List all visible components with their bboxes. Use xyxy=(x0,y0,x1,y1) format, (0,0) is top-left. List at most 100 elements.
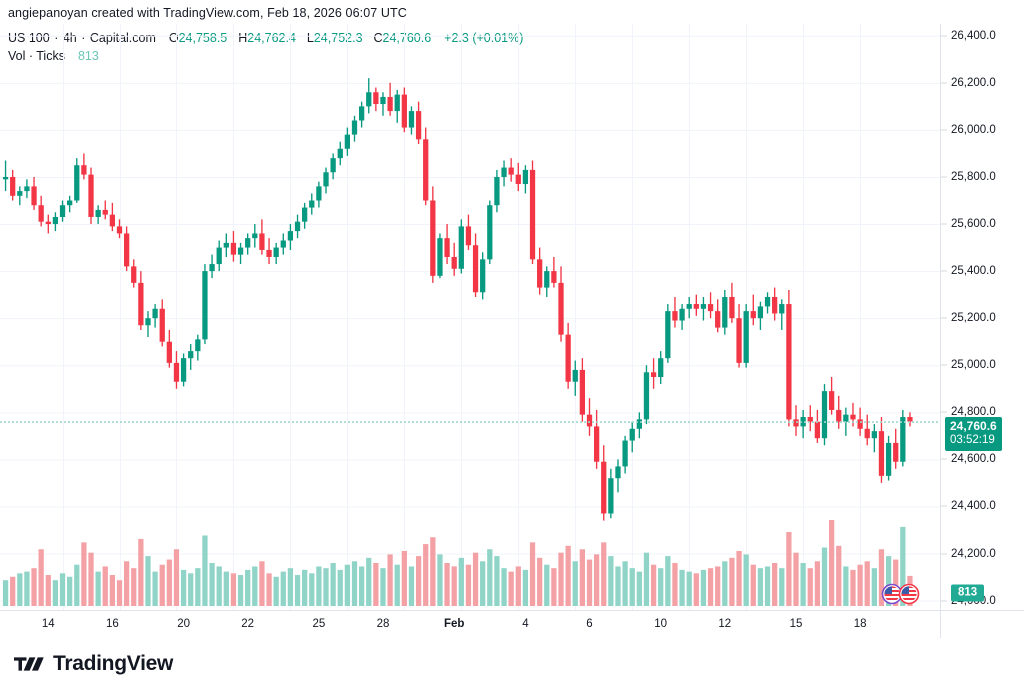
time-tick-label: 14 xyxy=(41,618,55,630)
price-tick-label: 26,200.0 xyxy=(951,76,996,89)
candle-body xyxy=(772,297,778,314)
volume-bar xyxy=(337,569,343,606)
candle-body xyxy=(715,311,721,328)
legend-close-label: C xyxy=(373,31,383,45)
volume-bar xyxy=(729,557,735,606)
volume-bar xyxy=(67,576,73,606)
volume-bar xyxy=(579,549,586,606)
volume-bar xyxy=(572,561,578,606)
candle-body xyxy=(202,271,208,340)
volume-bar xyxy=(415,556,422,606)
price-tick-label: 25,600.0 xyxy=(951,218,996,231)
candle-body xyxy=(266,249,272,257)
legend-volume-row: Vol · Ticks 813 xyxy=(8,48,523,65)
candle-body xyxy=(430,200,436,276)
legend-open-label: O xyxy=(168,31,179,45)
candle-body xyxy=(2,176,9,180)
time-tick-label: 4 xyxy=(522,618,529,630)
volume-bar xyxy=(209,563,215,606)
legend-open-value: 24,758.5 xyxy=(178,31,228,45)
candle-body xyxy=(252,233,258,239)
volume-bar xyxy=(52,580,59,606)
candle-body xyxy=(195,339,201,352)
price-tick-dash xyxy=(941,317,947,319)
volume-bar xyxy=(245,569,251,606)
candle-body xyxy=(757,306,764,319)
volume-bar xyxy=(216,566,222,606)
candle-body xyxy=(31,186,37,206)
candle-body xyxy=(380,96,386,105)
volume-bar xyxy=(394,564,400,606)
bar-countdown-timer: 03:52:19 xyxy=(950,434,995,447)
volume-bar xyxy=(686,571,692,606)
candle-body xyxy=(259,233,265,250)
chart-legend: US 100 · 4h · Capital.com O24,758.5 H24,… xyxy=(8,30,523,65)
volume-bar xyxy=(444,563,450,606)
candle-body xyxy=(893,442,899,462)
candle-body xyxy=(302,207,308,222)
candle-body xyxy=(344,134,351,149)
volume-bar xyxy=(59,573,66,606)
price-tick-label: 26,400.0 xyxy=(951,29,996,42)
volume-bar xyxy=(629,568,635,606)
volume-bar xyxy=(123,561,130,606)
candle-body xyxy=(608,478,614,514)
candle-body xyxy=(131,266,137,283)
candle-body xyxy=(188,351,194,359)
candle-body xyxy=(686,304,692,309)
candle-body xyxy=(878,431,885,476)
candle-body xyxy=(786,304,792,420)
candle-body xyxy=(273,247,279,257)
legend-volume-label[interactable]: Vol · Ticks xyxy=(8,49,65,63)
volume-value-badge[interactable]: 813 xyxy=(951,584,985,602)
legend-symbol[interactable]: US 100 xyxy=(8,31,50,45)
volume-bar xyxy=(259,561,265,606)
price-tick-dash xyxy=(941,129,947,131)
candle-body xyxy=(722,297,728,328)
current-price-badge[interactable]: 24,760.6 03:52:19 xyxy=(945,416,1002,451)
volume-bar xyxy=(358,566,365,606)
candle-body xyxy=(309,200,315,208)
candle-body xyxy=(885,442,892,476)
time-tick-label: 20 xyxy=(177,618,190,630)
candle-body xyxy=(665,311,671,359)
volume-bar xyxy=(230,573,237,606)
time-tick-label: 25 xyxy=(312,618,326,630)
candle-body xyxy=(166,341,172,363)
candle-body xyxy=(116,226,123,234)
candle-body xyxy=(615,466,621,479)
candle-body xyxy=(700,304,707,309)
candle-body xyxy=(245,238,251,248)
volume-bar xyxy=(672,563,678,606)
volume-bar xyxy=(850,569,856,606)
candle-body xyxy=(437,238,443,276)
time-scale[interactable]: 14 16 20 22 25 28 Feb 4 6 10 12 15 18 xyxy=(0,610,940,638)
price-tick-label: 24,200.0 xyxy=(951,547,996,560)
candle-body xyxy=(465,226,472,246)
candle-body xyxy=(145,318,151,326)
candle-body xyxy=(67,200,73,206)
candle-body xyxy=(81,165,87,175)
candle-body xyxy=(551,271,557,283)
economic-event-flag-icon xyxy=(898,583,920,605)
volume-bar xyxy=(302,569,308,606)
volume-bar xyxy=(323,568,329,606)
candle-body xyxy=(59,205,66,217)
legend-change-value: +2.3 (+0.01%) xyxy=(444,31,524,45)
legend-exchange[interactable]: Capital.com xyxy=(89,31,156,45)
legend-interval[interactable]: 4h xyxy=(62,31,77,45)
candle-body xyxy=(373,92,379,105)
candle-body xyxy=(223,242,229,248)
candle-body xyxy=(672,311,678,321)
price-scale[interactable]: 26,400.0 26,200.0 26,000.0 25,800.0 25,600.0… xyxy=(940,24,1024,610)
candle-body xyxy=(102,209,108,215)
chart-plot-area[interactable] xyxy=(0,24,940,610)
volume-bar xyxy=(131,568,137,606)
candle-body xyxy=(74,165,80,201)
volume-bar xyxy=(472,552,479,606)
time-tick-label: 15 xyxy=(789,618,803,630)
volume-bar xyxy=(366,557,372,606)
volume-bar xyxy=(309,573,315,606)
candle-body xyxy=(209,264,215,272)
